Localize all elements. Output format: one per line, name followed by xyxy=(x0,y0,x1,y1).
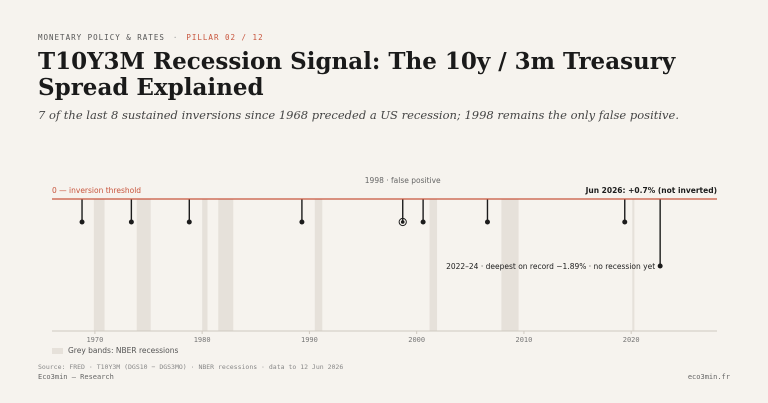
recession-band xyxy=(93,199,105,331)
kicker-separator: · xyxy=(172,33,179,42)
recession-band xyxy=(202,199,208,331)
legend-label: Grey bands: NBER recessions xyxy=(68,346,179,355)
deepest-inversion-annotation: 2022–24 · deepest on record −1.89% · no … xyxy=(446,262,655,271)
pillar-label: PILLAR 02 / 12 xyxy=(186,33,264,42)
x-tick-label: 2000 xyxy=(408,336,425,344)
x-tick-label: 1970 xyxy=(86,336,103,344)
false-positive-ring xyxy=(398,217,407,227)
recession-signal-chart: 1970 1980 1990 2000 2010 2020 0 — inversion th… xyxy=(52,176,717,344)
brand-label: Eco3min — Research xyxy=(38,373,114,381)
section-label: MONETARY POLICY & RATES xyxy=(38,33,165,42)
false-positive-annotation: 1998 · false positive xyxy=(365,176,441,185)
kicker: MONETARY POLICY & RATES · PILLAR 02 / 12 xyxy=(38,33,264,42)
inversion-marker xyxy=(622,219,628,225)
inversion-marker xyxy=(400,220,405,224)
recession-band-swatch xyxy=(52,347,63,354)
recession-band xyxy=(136,199,151,331)
inversion-marker xyxy=(657,263,663,269)
recession-band xyxy=(218,199,234,331)
inversion-marker xyxy=(79,219,85,225)
site-link[interactable]: eco3min.fr xyxy=(687,373,730,381)
inversion-marker xyxy=(128,219,134,225)
inversion-marker xyxy=(484,219,490,225)
recession-band xyxy=(501,199,519,331)
page-title: T10Y3M Recession Signal: The 10y / 3m Tr… xyxy=(38,48,676,101)
threshold-label: 0 — inversion threshold xyxy=(52,186,141,195)
x-tick-label: 1980 xyxy=(194,336,211,344)
inversion-marker xyxy=(420,219,426,225)
inversion-marker xyxy=(299,219,305,225)
x-tick-label: 2020 xyxy=(623,336,640,344)
recession-band xyxy=(314,199,323,331)
latest-value-annotation: Jun 2026: +0.7% (not inverted) xyxy=(585,186,717,195)
x-tick-label: 1990 xyxy=(301,336,318,344)
page-subtitle: 7 of the last 8 sustained inversions sin… xyxy=(38,108,680,122)
x-tick-label: 2010 xyxy=(516,336,533,344)
chart-legend: Grey bands: NBER recessions xyxy=(52,346,178,355)
source-note: Source: FRED · T10Y3M (DGS10 − DGS3MO) ·… xyxy=(38,363,344,371)
recession-band xyxy=(632,199,635,331)
recession-band xyxy=(429,199,438,331)
inversion-marker xyxy=(186,219,192,225)
